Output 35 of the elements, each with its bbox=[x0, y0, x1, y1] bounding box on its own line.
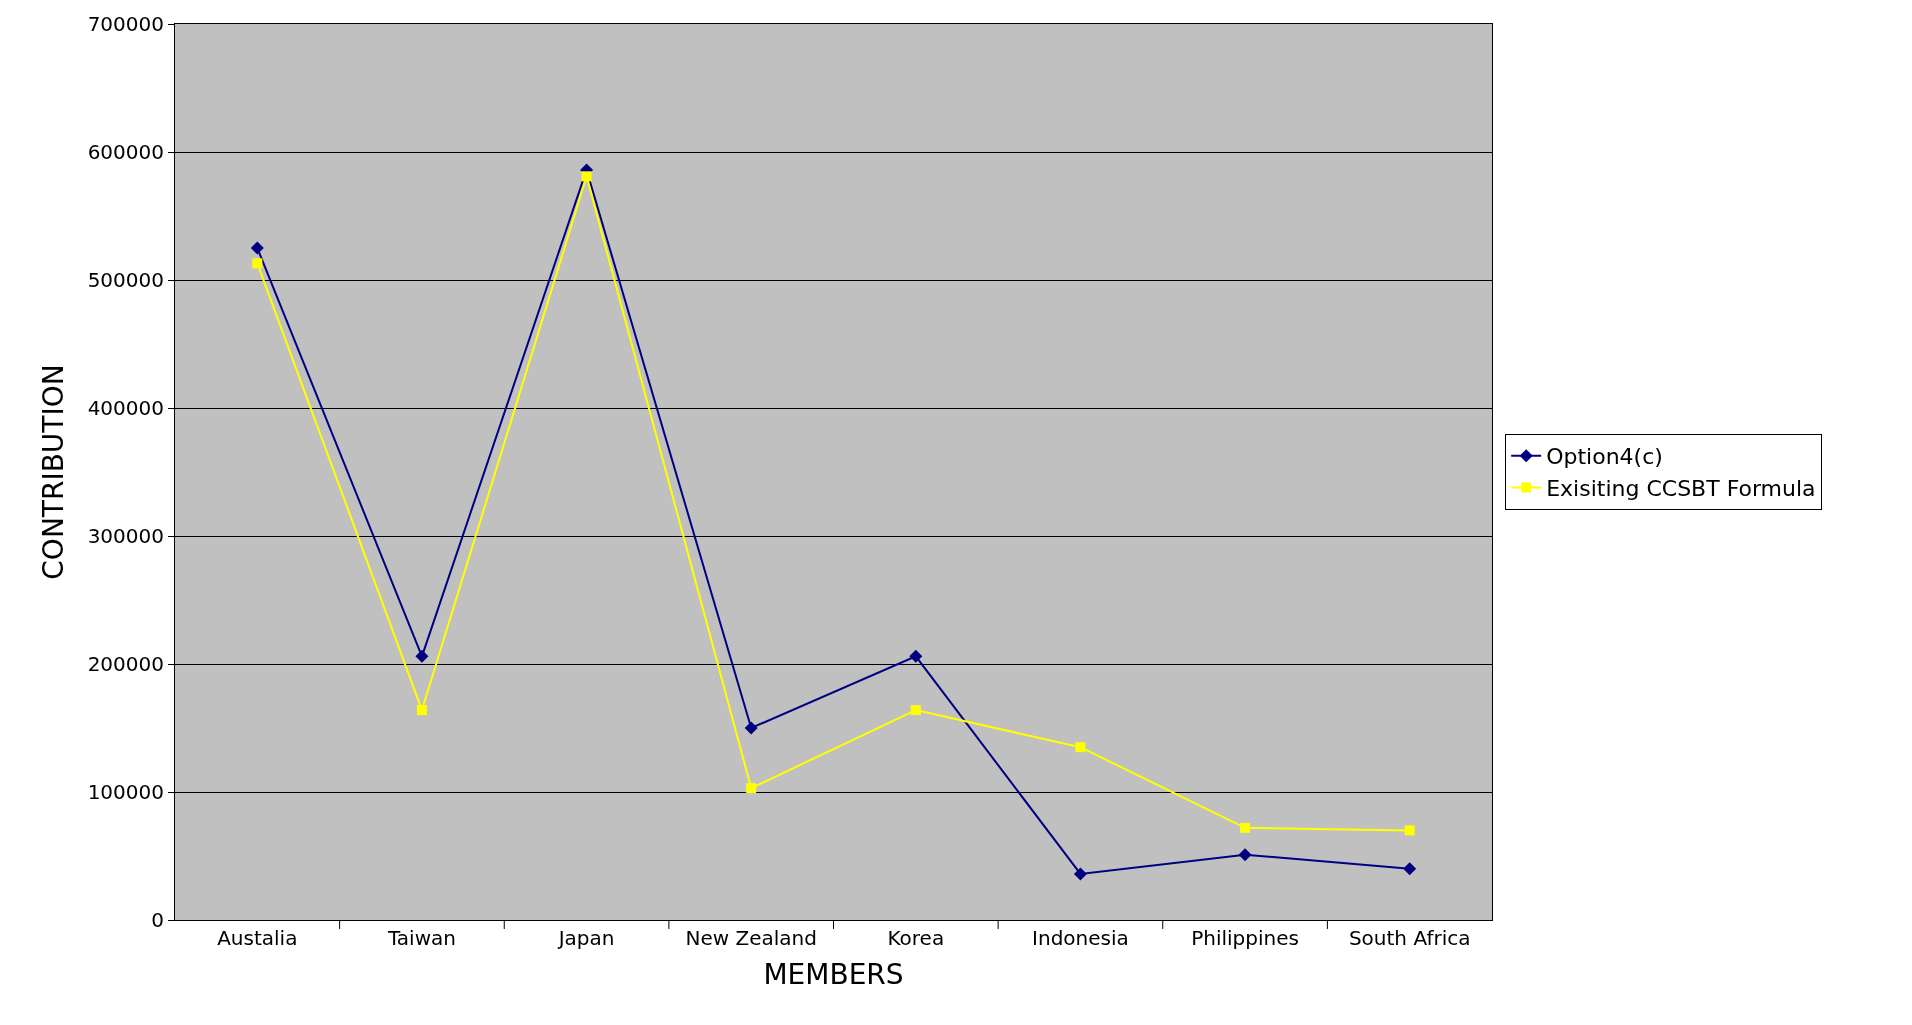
x-tick-label: Austalia bbox=[217, 926, 298, 950]
y-tick-label: 0 bbox=[151, 908, 164, 932]
point bbox=[1238, 848, 1252, 862]
x-tick-label: Philippines bbox=[1191, 926, 1299, 950]
y-tick-label: 200000 bbox=[87, 652, 164, 676]
point bbox=[415, 649, 429, 663]
point bbox=[910, 705, 921, 716]
point bbox=[909, 649, 923, 663]
legend-label: Option4(c) bbox=[1546, 444, 1663, 470]
x-tick-label: Taiwan bbox=[386, 926, 456, 950]
y-tick-label: 400000 bbox=[87, 396, 164, 420]
point bbox=[581, 171, 592, 182]
point bbox=[416, 705, 427, 716]
point bbox=[746, 783, 757, 794]
point bbox=[1073, 867, 1087, 881]
legend-label: Exisiting CCSBT Formula bbox=[1546, 475, 1816, 501]
y-tick-label: 100000 bbox=[87, 780, 164, 804]
y-tick-label: 600000 bbox=[87, 140, 164, 164]
x-tick-label: Korea bbox=[887, 926, 945, 950]
y-tick-label: 700000 bbox=[87, 12, 164, 36]
x-tick-label: South Africa bbox=[1348, 926, 1471, 950]
x-tick-label: Japan bbox=[556, 926, 615, 950]
point bbox=[1403, 862, 1417, 876]
x-axis-title: MEMBERS bbox=[763, 958, 904, 992]
point bbox=[1404, 825, 1415, 836]
point bbox=[1240, 822, 1251, 833]
point bbox=[252, 258, 263, 269]
point bbox=[250, 241, 264, 255]
y-tick-label: 300000 bbox=[87, 524, 164, 548]
x-tick-label: Indonesia bbox=[1032, 926, 1129, 950]
point bbox=[744, 721, 758, 735]
y-axis-title: CONTRIBUTION bbox=[37, 364, 71, 580]
x-tick-label: New Zealand bbox=[685, 926, 817, 950]
point bbox=[1075, 742, 1086, 753]
y-tick-label: 500000 bbox=[87, 268, 164, 292]
